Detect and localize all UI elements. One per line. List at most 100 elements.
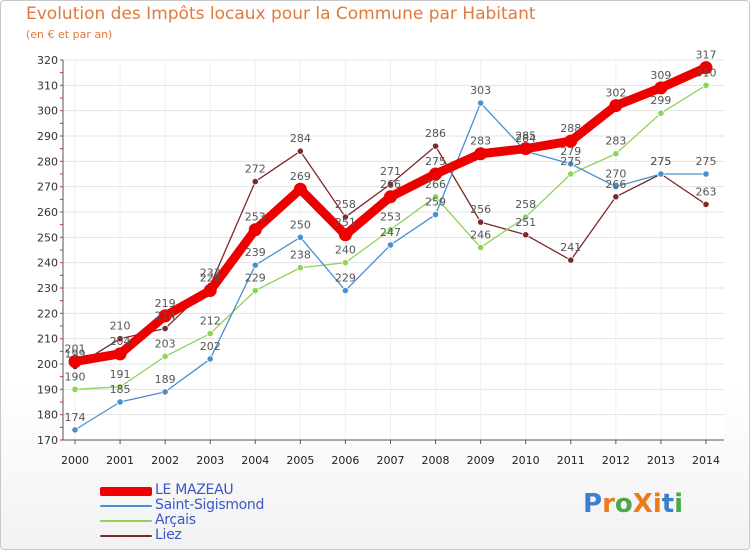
data-label: 212 [200, 315, 221, 328]
legend-item-le-mazeau: LE MAZEAU [100, 482, 340, 499]
data-label: 203 [155, 337, 176, 350]
y-tick-label: 250 [37, 231, 58, 244]
data-label: 303 [470, 84, 491, 97]
data-point [699, 61, 713, 75]
data-label: 199 [65, 348, 86, 361]
legend-swatch-saint-sigismond [100, 505, 152, 507]
x-tick-label: 2006 [331, 454, 359, 467]
y-tick-label: 210 [37, 333, 58, 346]
data-label: 310 [695, 66, 716, 79]
data-point [158, 309, 172, 323]
x-tick-label: 2000 [61, 454, 89, 467]
data-label: 229 [335, 272, 356, 285]
logo-letter: r [602, 489, 615, 519]
data-point [474, 147, 488, 161]
data-point [386, 180, 395, 188]
y-tick-label: 260 [37, 206, 58, 219]
legend: LE MAZEAU Saint-Sigismond Arçais Liez [100, 482, 340, 544]
proxiti-logo: ProXiti [583, 489, 683, 519]
x-tick-label: 2008 [422, 454, 450, 467]
data-label: 302 [605, 87, 626, 100]
data-label: 250 [290, 218, 311, 231]
data-label: 240 [335, 244, 356, 257]
legend-item-saint-sigismond: Saint-Sigismond [100, 497, 340, 514]
chart-subtitle: (en € et par an) [26, 28, 113, 41]
y-tick-label: 230 [37, 282, 58, 295]
data-label: 202 [200, 340, 221, 353]
data-label: 241 [560, 241, 581, 254]
data-label: 229 [245, 272, 266, 285]
data-label: 246 [470, 228, 491, 241]
x-tick-label: 2011 [557, 454, 585, 467]
x-tick-label: 2013 [647, 454, 675, 467]
data-point [341, 286, 350, 295]
chart-title: Evolution des Impôts locaux pour la Comm… [26, 4, 536, 24]
data-label: 238 [290, 249, 311, 262]
data-label: 247 [380, 226, 401, 239]
data-label: 284 [290, 132, 311, 145]
data-point [609, 99, 623, 113]
data-point [161, 388, 169, 396]
data-label: 210 [110, 320, 131, 333]
logo-letter: i [652, 489, 662, 519]
data-point [161, 324, 169, 333]
data-label: 279 [560, 145, 581, 158]
data-point [519, 142, 533, 156]
data-point [567, 256, 575, 264]
data-point [612, 183, 620, 191]
data-point [477, 243, 485, 252]
data-point [296, 264, 304, 272]
data-label: 239 [245, 246, 266, 259]
data-point [564, 134, 578, 148]
data-label: 253 [380, 211, 401, 224]
data-point [431, 210, 440, 219]
data-label: 275 [425, 155, 446, 168]
data-point [612, 193, 620, 201]
y-tick-label: 320 [37, 54, 58, 67]
data-point [431, 142, 440, 150]
data-label: 233 [200, 266, 221, 279]
data-point [567, 160, 575, 168]
y-tick-label: 220 [37, 307, 58, 320]
data-label: 214 [155, 310, 176, 323]
data-point [612, 150, 620, 158]
data-label: 270 [605, 168, 626, 181]
data-point [296, 147, 304, 155]
data-point [522, 231, 530, 239]
legend-label-le-mazeau: LE MAZEAU [155, 482, 234, 498]
data-label: 317 [695, 49, 716, 62]
legend-swatch-le-mazeau [100, 487, 152, 496]
plot-area [63, 60, 724, 440]
data-label: 266 [380, 178, 401, 191]
legend-label-saint-sigismond: Saint-Sigismond [155, 497, 265, 513]
x-tick-label: 2005 [286, 454, 314, 467]
y-tick-label: 310 [37, 79, 58, 92]
data-label: 284 [515, 132, 536, 145]
data-label: 275 [650, 155, 671, 168]
data-label: 271 [380, 165, 401, 178]
data-point [68, 354, 82, 368]
data-label: 251 [335, 216, 356, 229]
legend-swatch-liez [100, 535, 152, 537]
data-label: 275 [560, 155, 581, 168]
data-label: 191 [110, 368, 131, 381]
legend-label-arcais: Arçais [155, 512, 196, 528]
x-tick-label: 2003 [196, 454, 224, 467]
data-label: 256 [470, 203, 491, 216]
x-tick-label: 2007 [376, 454, 404, 467]
data-point [206, 355, 214, 363]
x-tick-label: 2012 [602, 454, 630, 467]
data-label: 266 [425, 178, 446, 191]
data-point [657, 109, 665, 117]
logo-letter: i [674, 489, 684, 519]
data-point [338, 228, 352, 242]
data-label: 263 [695, 185, 716, 198]
data-point [248, 223, 262, 237]
data-point [116, 335, 124, 343]
data-point [293, 182, 307, 196]
y-tick-label: 280 [37, 155, 58, 168]
x-tick-label: 2010 [512, 454, 540, 467]
x-tick-label: 2014 [692, 454, 720, 467]
y-tick-label: 180 [37, 409, 58, 422]
data-point [116, 398, 124, 406]
